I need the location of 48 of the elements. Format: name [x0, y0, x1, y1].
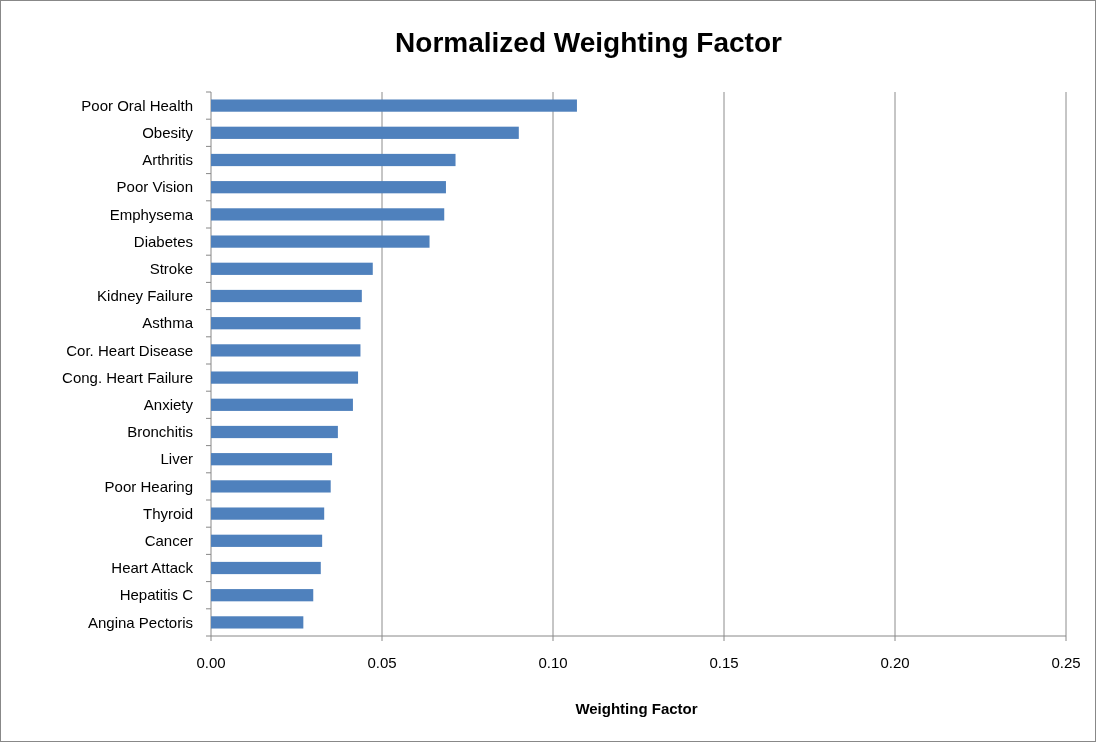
y-tick-label: Poor Oral Health — [81, 96, 193, 114]
x-tick-label: 0.25 — [1051, 654, 1081, 671]
y-tick-label: Emphysema — [109, 205, 194, 223]
y-tick-label: Cancer — [144, 532, 193, 550]
y-tick-label: Diabetes — [133, 232, 193, 250]
bar — [211, 317, 361, 330]
bar — [211, 534, 323, 547]
bar — [211, 453, 333, 466]
bar — [211, 181, 446, 194]
y-tick-label: Hepatitis C — [119, 586, 194, 604]
x-tick-label: 0.10 — [538, 654, 568, 671]
y-tick-label: Stroke — [149, 260, 193, 278]
chart-title: Normalized Weighting Factor — [395, 27, 783, 58]
x-tick-label: 0.20 — [880, 654, 910, 671]
bar — [211, 344, 361, 357]
bar — [211, 480, 331, 493]
bar — [211, 99, 577, 112]
y-tick-label: Cor. Heart Disease — [66, 341, 193, 359]
bar — [211, 589, 314, 602]
y-tick-label: Heart Attack — [111, 559, 194, 577]
bar — [211, 371, 359, 384]
x-tick-label: 0.15 — [709, 654, 739, 671]
y-tick-label: Poor Hearing — [104, 477, 193, 495]
y-tick-label: Cong. Heart Failure — [62, 368, 193, 386]
y-tick-label: Liver — [160, 450, 193, 468]
y-tick-label: Arthritis — [142, 151, 193, 169]
x-tick-label: 0.05 — [367, 654, 397, 671]
bar — [211, 208, 445, 221]
bar — [211, 398, 353, 411]
bar — [211, 289, 362, 303]
bar — [211, 425, 338, 439]
x-tick-label: 0.00 — [196, 654, 226, 671]
bar — [211, 507, 325, 520]
y-tick-label: Anxiety — [143, 396, 194, 414]
y-tick-label: Bronchitis — [127, 423, 193, 441]
bar — [211, 235, 430, 248]
bar — [211, 153, 456, 167]
bar — [211, 126, 519, 139]
y-tick-label: Thyroid — [142, 504, 193, 522]
y-tick-label: Obesity — [142, 124, 194, 142]
x-axis-title: Weighting Factor — [575, 700, 698, 717]
y-tick-label: Asthma — [142, 314, 194, 332]
bar — [211, 262, 373, 275]
bar — [211, 616, 304, 629]
y-tick-label: Kidney Failure — [97, 287, 193, 305]
bar — [211, 561, 321, 575]
y-tick-label: Poor Vision — [116, 178, 193, 196]
y-tick-label: Angina Pectoris — [87, 613, 193, 631]
